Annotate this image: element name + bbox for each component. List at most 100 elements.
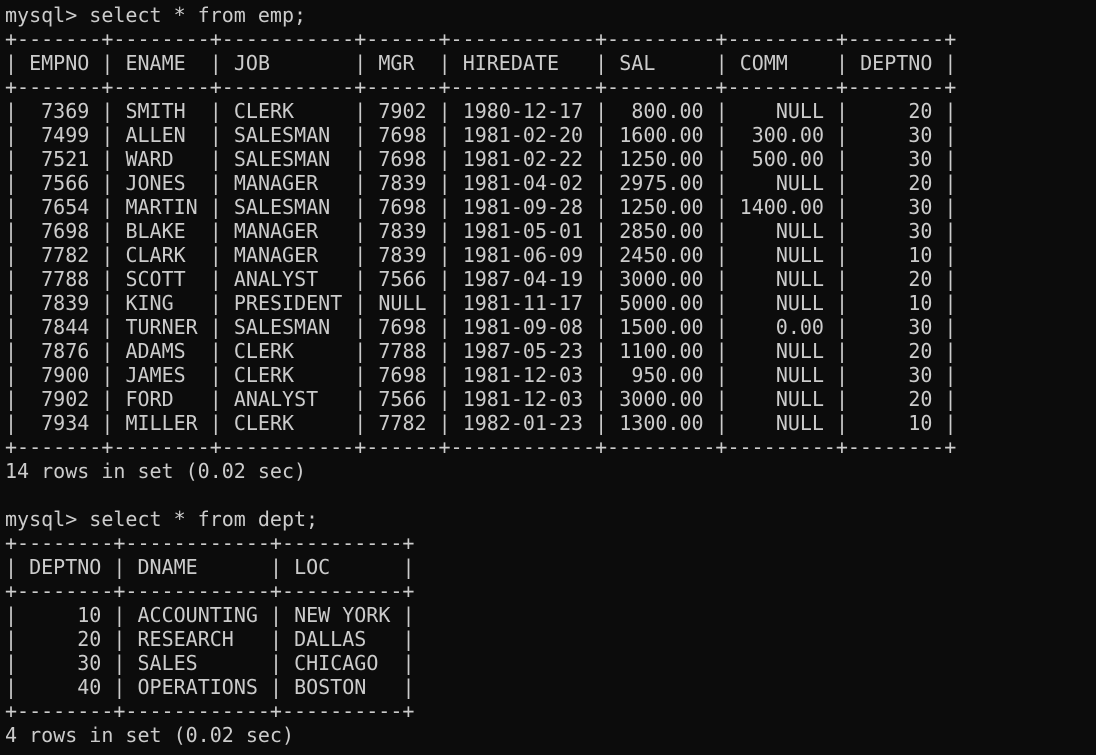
column-separator: |	[5, 363, 30, 387]
column-separator: |	[5, 291, 30, 315]
padding	[860, 243, 908, 267]
padding	[89, 243, 101, 267]
column-separator: |	[209, 123, 234, 147]
terminal-line: | 40 | OPERATIONS | BOSTON |	[5, 675, 957, 699]
padding	[390, 651, 402, 675]
table-cell: ALLEN	[125, 123, 186, 147]
padding	[619, 363, 631, 387]
column-separator: |	[5, 123, 30, 147]
padding	[427, 339, 439, 363]
padding	[29, 195, 41, 219]
column-separator: |	[209, 267, 234, 291]
column-separator: |	[402, 651, 415, 675]
padding	[198, 267, 210, 291]
table-cell: SMITH	[125, 99, 186, 123]
column-separator: |	[836, 123, 861, 147]
terminal-line: | 7654 | MARTIN | SALESMAN | 7698 | 1981…	[5, 195, 957, 219]
column-separator: |	[402, 675, 415, 699]
padding	[704, 411, 716, 435]
padding	[583, 363, 595, 387]
table-cell: NULL	[775, 219, 824, 243]
padding	[824, 243, 836, 267]
padding	[932, 291, 944, 315]
terminal-line: | 10 | ACCOUNTING | NEW YORK |	[5, 603, 957, 627]
padding	[89, 147, 101, 171]
padding	[234, 627, 258, 651]
column-separator: |	[836, 363, 861, 387]
column-separator: |	[715, 291, 740, 315]
column-separator: |	[595, 387, 620, 411]
padding	[583, 195, 595, 219]
column-separator: |	[101, 171, 126, 195]
table-cell: NULL	[775, 171, 824, 195]
padding	[330, 123, 342, 147]
padding	[932, 315, 944, 339]
table-cell: 7839	[378, 219, 427, 243]
column-separator: |	[715, 411, 740, 435]
padding	[860, 387, 908, 411]
padding	[932, 363, 944, 387]
padding	[559, 51, 583, 75]
table-border: +-------+--------+-----------+------+---…	[5, 27, 957, 51]
column-separator: |	[595, 315, 620, 339]
padding	[932, 123, 944, 147]
table-cell: 1981-12-03	[462, 363, 584, 387]
table-cell: 3000.00	[619, 387, 704, 411]
padding	[583, 51, 595, 75]
column-separator: |	[354, 219, 379, 243]
column-separator: |	[209, 171, 234, 195]
table-cell: 1981-02-20	[462, 123, 584, 147]
table-cell: 30	[908, 123, 933, 147]
column-separator: |	[836, 267, 861, 291]
table-cell: 1982-01-23	[462, 411, 584, 435]
column-header: LOC	[294, 555, 331, 579]
column-separator: |	[715, 171, 740, 195]
terminal: mysql> select * from emp; +-------+------…	[5, 3, 957, 747]
table-cell: NULL	[775, 291, 824, 315]
padding	[29, 675, 77, 699]
padding	[824, 363, 836, 387]
table-cell: 7521	[41, 147, 90, 171]
column-separator: |	[101, 99, 126, 123]
padding	[427, 171, 439, 195]
padding	[704, 219, 716, 243]
padding	[318, 219, 342, 243]
terminal-line: +-------+--------+-----------+------+---…	[5, 435, 957, 459]
column-separator: |	[944, 219, 957, 243]
padding	[583, 243, 595, 267]
padding	[89, 51, 101, 75]
table-cell: 7782	[378, 411, 427, 435]
column-separator: |	[438, 291, 463, 315]
column-separator: |	[944, 411, 957, 435]
column-separator: |	[836, 51, 861, 75]
column-separator: |	[209, 387, 234, 411]
padding	[342, 411, 354, 435]
padding	[583, 147, 595, 171]
column-separator: |	[715, 315, 740, 339]
padding	[860, 363, 908, 387]
padding	[932, 243, 944, 267]
table-cell: NULL	[775, 387, 824, 411]
padding	[89, 291, 101, 315]
padding	[427, 243, 439, 267]
table-cell: ADAMS	[125, 339, 186, 363]
padding	[29, 291, 41, 315]
padding	[198, 387, 210, 411]
terminal-line: | 7934 | MILLER | CLERK | 7782 | 1982-01…	[5, 411, 957, 435]
table-cell: 3000.00	[619, 267, 704, 291]
padding	[258, 603, 270, 627]
table-cell: CLERK	[233, 99, 295, 123]
column-separator: |	[438, 123, 463, 147]
table-cell: 20	[908, 387, 933, 411]
padding	[366, 627, 390, 651]
table-cell: 20	[908, 339, 933, 363]
table-cell: 7788	[41, 267, 90, 291]
table-cell: 7566	[378, 267, 427, 291]
column-separator: |	[354, 147, 379, 171]
padding	[89, 363, 101, 387]
column-separator: |	[354, 291, 379, 315]
table-cell: DALLAS	[294, 627, 367, 651]
column-separator: |	[944, 51, 957, 75]
padding	[89, 339, 101, 363]
padding	[198, 147, 210, 171]
